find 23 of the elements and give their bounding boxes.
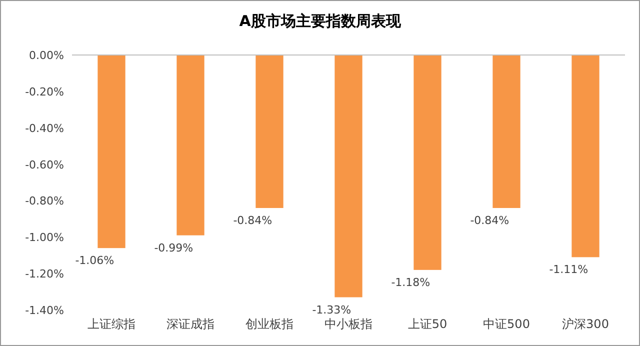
x-tick-label: 中小板指 bbox=[324, 317, 372, 331]
y-tick-label: 0.00% bbox=[29, 49, 64, 62]
x-tick-label: 中证500 bbox=[483, 317, 530, 331]
y-tick-label: -1.00% bbox=[25, 231, 64, 244]
data-label: -0.84% bbox=[470, 214, 510, 227]
y-tick-label: -1.20% bbox=[25, 268, 64, 281]
y-tick-label: -0.40% bbox=[25, 122, 64, 135]
chart-title: A股市场主要指数周表现 bbox=[239, 12, 402, 30]
data-label: -0.84% bbox=[233, 214, 272, 227]
x-tick-label: 沪深300 bbox=[562, 317, 609, 331]
x-tick-label: 上证50 bbox=[408, 317, 448, 331]
y-tick-label: -0.80% bbox=[25, 194, 64, 208]
x-tick-label: 深证成指 bbox=[166, 317, 214, 331]
y-tick-label: -0.20% bbox=[25, 85, 64, 98]
data-label: -1.06% bbox=[75, 254, 114, 268]
data-label: -1.11% bbox=[549, 263, 588, 276]
y-tick-label: -1.40% bbox=[25, 304, 64, 317]
x-tick-label: 创业板指 bbox=[246, 317, 294, 331]
y-tick-label: -0.60% bbox=[25, 158, 64, 172]
x-tick-label: 上证综指 bbox=[88, 317, 136, 331]
data-label: -1.18% bbox=[391, 276, 430, 289]
data-label: -1.33% bbox=[312, 303, 352, 316]
data-label: -0.99% bbox=[154, 241, 194, 254]
